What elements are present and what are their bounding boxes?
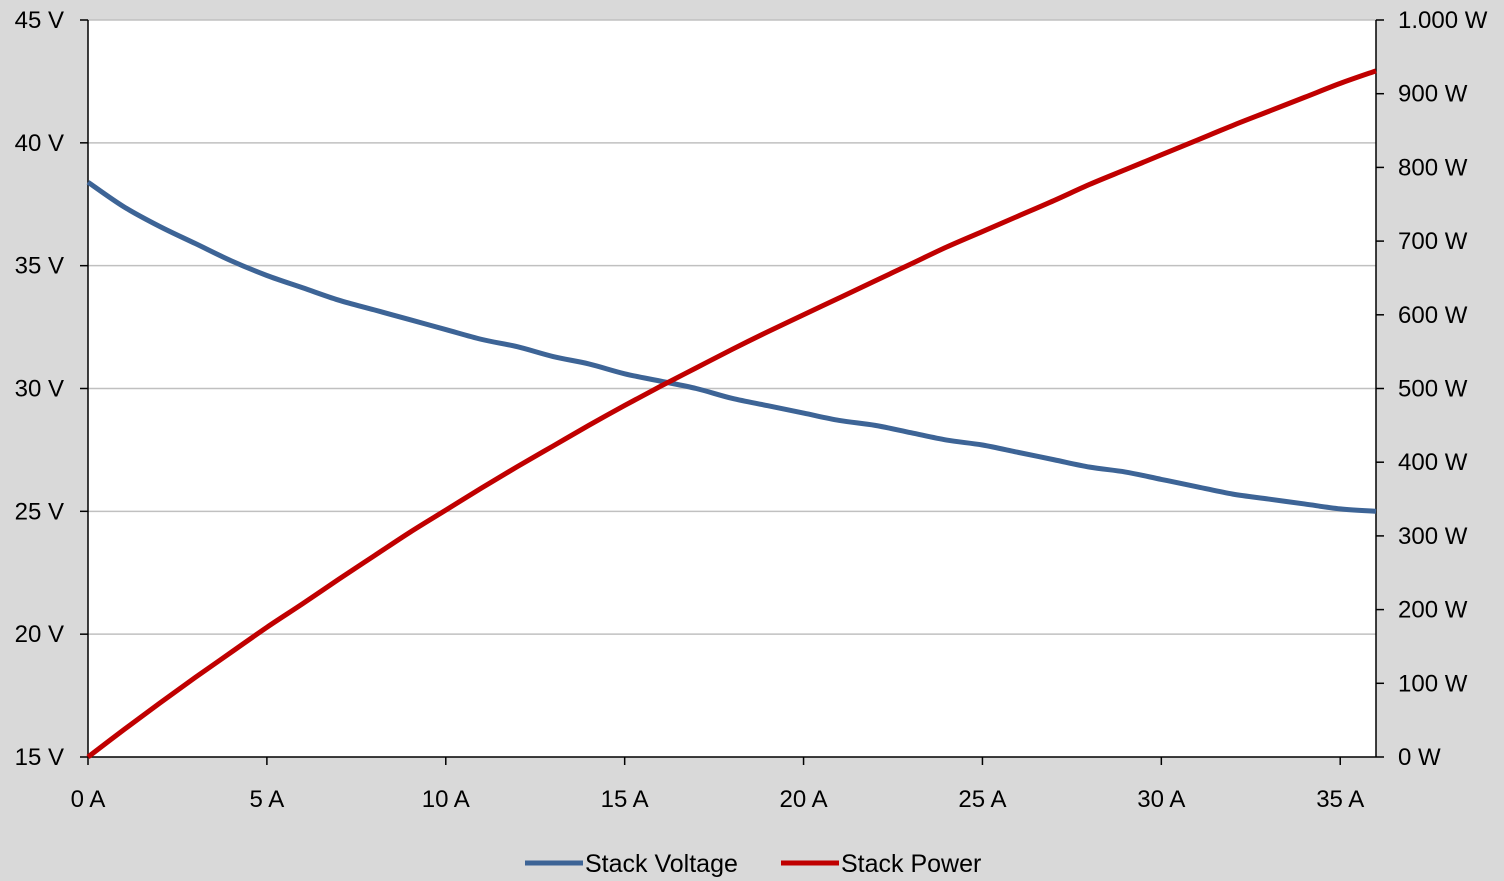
gridlines xyxy=(88,19,1376,635)
y-right-tick-label: 900 W xyxy=(1398,81,1468,108)
y-right-tick-label: 800 W xyxy=(1398,154,1468,181)
y-left-tick-label: 30 V xyxy=(15,376,64,403)
legend: Stack Voltage Stack Power xyxy=(525,850,981,878)
series-line-stack-power xyxy=(86,68,1377,759)
x-tick-label: 15 A xyxy=(601,786,649,813)
y-right-tick-label: 300 W xyxy=(1398,523,1468,550)
x-tick-label: 30 A xyxy=(1137,786,1185,813)
legend-label-stack-power: Stack Power xyxy=(841,850,981,878)
y-left-tick-label: 40 V xyxy=(15,130,64,157)
series-lines xyxy=(86,68,1377,759)
series-line-stack-voltage xyxy=(86,180,1377,514)
y-right-tick-label: 400 W xyxy=(1398,449,1468,476)
y-right-tick-label: 200 W xyxy=(1398,597,1468,624)
y-left-tick-label: 25 V xyxy=(15,498,64,525)
x-tick-label: 25 A xyxy=(958,786,1006,813)
y-right-tick-label: 0 W xyxy=(1398,744,1441,771)
x-tick-label: 20 A xyxy=(780,786,828,813)
tick-labels: 15 V 20 V 25 V 30 V 35 V 40 V 45 V 0 W 100 W 200 … xyxy=(15,7,1488,813)
y-right-tick-label: 700 W xyxy=(1398,228,1468,255)
y-left-tick-label: 45 V xyxy=(15,7,64,34)
x-tick-label: 0 A xyxy=(71,786,106,813)
y-right-tick-label: 600 W xyxy=(1398,302,1468,329)
y-right-tick-label: 500 W xyxy=(1398,376,1468,403)
y-right-tick-label: 100 W xyxy=(1398,670,1468,697)
y-right-tick-label: 1.000 W xyxy=(1398,7,1488,34)
x-tick-label: 5 A xyxy=(250,786,285,813)
legend-label-stack-voltage: Stack Voltage xyxy=(585,850,738,878)
y-left-tick-label: 20 V xyxy=(15,621,64,648)
y-left-tick-label: 15 V xyxy=(15,744,64,771)
axes xyxy=(80,19,1384,765)
y-left-tick-label: 35 V xyxy=(15,253,64,280)
x-tick-label: 10 A xyxy=(422,786,470,813)
x-tick-label: 35 A xyxy=(1316,786,1364,813)
